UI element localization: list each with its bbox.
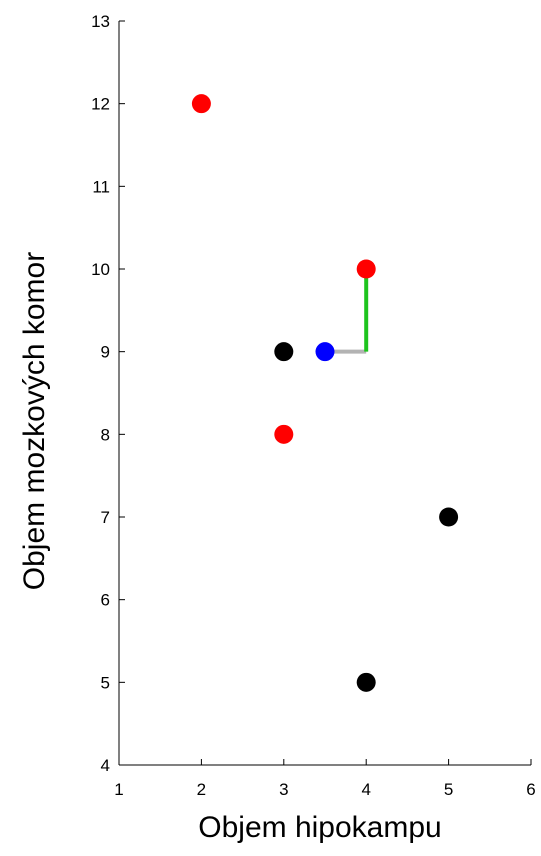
y-tick-label: 5	[101, 673, 110, 692]
annotations	[325, 269, 369, 354]
y-tick-label: 7	[101, 508, 110, 527]
x-tick-label: 4	[361, 780, 370, 799]
y-tick-label: 10	[91, 260, 110, 279]
x-tick-label: 3	[279, 780, 288, 799]
data-point	[356, 259, 376, 279]
data-point	[315, 342, 335, 362]
y-tick-label: 9	[101, 343, 110, 362]
data-point	[274, 424, 294, 444]
x-tick-label: 2	[197, 780, 206, 799]
data-point	[439, 507, 459, 527]
x-tick-label: 5	[444, 780, 453, 799]
y-tick-label: 13	[91, 12, 110, 31]
x-tick-label: 6	[526, 780, 535, 799]
y-tick-label: 4	[101, 756, 110, 775]
data-point	[191, 94, 211, 114]
x-tick-label: 1	[114, 780, 123, 799]
data-point	[274, 342, 294, 362]
y-tick-label: 12	[91, 95, 110, 114]
data-point	[356, 672, 376, 692]
y-tick-label: 6	[101, 591, 110, 610]
x-axis-title: Objem hipokampu	[198, 811, 441, 844]
data-points	[191, 94, 459, 692]
y-tick-label: 11	[92, 177, 110, 196]
y-axis-title: Objem mozkových komor	[18, 252, 51, 590]
y-tick-label: 8	[101, 425, 110, 444]
